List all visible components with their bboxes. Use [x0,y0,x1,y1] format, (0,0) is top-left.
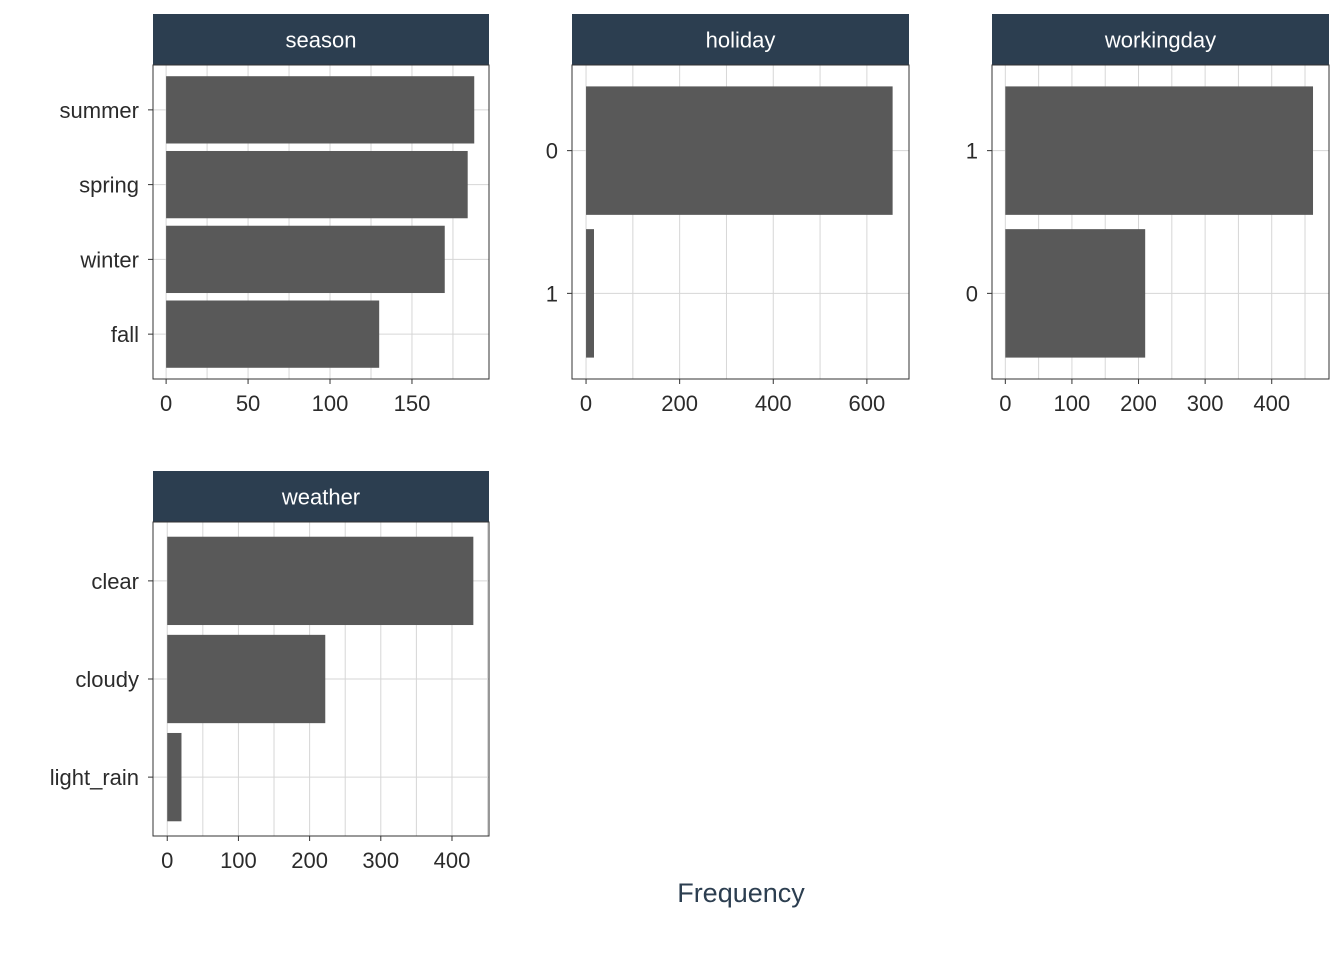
x-tick-label: 300 [1187,391,1224,416]
x-tick-label: 400 [1253,391,1290,416]
x-tick-label: 0 [161,848,173,873]
bar-summer [166,76,475,144]
facet-strip [153,471,489,522]
x-tick-label: 600 [849,391,886,416]
x-tick-label: 50 [236,391,260,416]
panel-border [571,64,910,380]
facet-title: weather [281,485,360,510]
facet-title: holiday [706,28,776,53]
x-tick-label: 150 [394,391,431,416]
y-tick-label: fall [111,322,139,347]
x-tick-label: 100 [220,848,257,873]
bar-clear [167,536,474,626]
y-tick-label: 1 [546,281,558,306]
y-tick-label: 0 [546,139,558,164]
y-tick-label: light_rain [50,765,139,790]
facet-title: workingday [1104,28,1216,53]
x-tick-label: 200 [1120,391,1157,416]
y-tick-label: winter [79,247,139,272]
x-tick-label: 100 [1054,391,1091,416]
bar-winter [166,225,445,294]
x-tick-label: 0 [999,391,1011,416]
y-tick-label: spring [79,173,139,198]
bar-cloudy [167,634,326,724]
y-tick-label: 1 [966,139,978,164]
x-tick-label: 0 [160,391,172,416]
panel-border [991,64,1330,380]
bar-light_rain [167,732,182,822]
x-tick-label: 200 [661,391,698,416]
facet-holiday: holiday 0 1 0 200 400 600 [546,14,910,416]
x-tick-label: 100 [312,391,349,416]
x-tick-label: 300 [362,848,399,873]
x-tick-label: 200 [291,848,328,873]
x-tick-label: 0 [580,391,592,416]
facet-strip [992,14,1329,65]
x-tick-label: 400 [434,848,471,873]
facet-strip [572,14,909,65]
facet-season: season summer spring winter fall 0 50 100 150 [60,14,490,416]
bar-0 [586,86,893,215]
y-tick-label: cloudy [75,667,139,692]
y-tick-label: clear [91,569,139,594]
facet-strip [153,14,489,65]
bar-0 [1005,229,1146,358]
bar-1 [1005,86,1314,215]
facet-title: season [286,28,357,53]
panel-border [152,64,490,380]
x-axis-title: Frequency [677,878,805,908]
facet-weather: weather clear cloudy light_rain 0 100 200 300 40… [50,471,490,873]
x-tick-label: 400 [755,391,792,416]
y-tick-label: 0 [966,281,978,306]
bar-spring [166,150,468,219]
y-tick-label: summer [60,98,139,123]
bar-1 [586,229,594,358]
bar-fall [166,300,380,368]
